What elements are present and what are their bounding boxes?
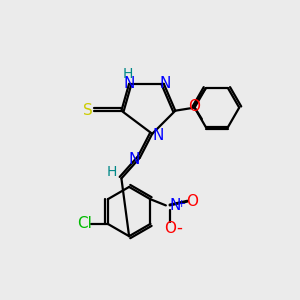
Text: Cl: Cl	[77, 216, 92, 231]
Text: O: O	[186, 194, 198, 209]
Text: N: N	[170, 198, 181, 213]
Text: N: N	[128, 152, 140, 167]
Text: O: O	[188, 99, 200, 114]
Text: N: N	[123, 76, 135, 91]
Text: O: O	[164, 221, 176, 236]
Text: S: S	[83, 103, 93, 118]
Text: -: -	[177, 219, 182, 237]
Text: N: N	[153, 128, 164, 143]
Text: +: +	[177, 199, 186, 209]
Text: H: H	[122, 68, 133, 82]
Text: N: N	[160, 76, 171, 91]
Text: H: H	[107, 165, 117, 179]
